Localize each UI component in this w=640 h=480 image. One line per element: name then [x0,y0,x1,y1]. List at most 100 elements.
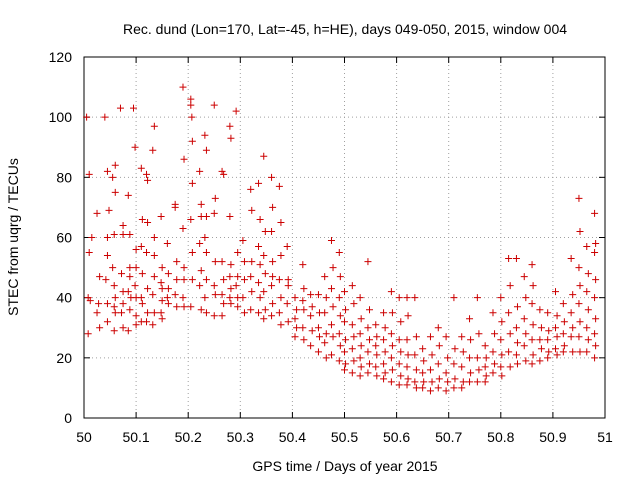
data-point [544,336,552,344]
data-point [269,258,277,266]
data-point [536,336,544,344]
y-tick-label: 80 [56,169,72,185]
data-point [450,360,458,368]
data-point [188,137,196,145]
data-point [173,303,181,311]
x-tick-label: 50 [76,429,92,445]
data-point [512,255,520,263]
data-point [591,330,599,338]
data-point [227,285,235,293]
data-point [576,227,584,235]
data-point [327,237,335,245]
data-point [512,351,520,359]
data-point [435,375,443,383]
data-point [475,366,483,374]
data-point [537,345,545,353]
data-point [275,309,283,317]
data-point [227,300,235,308]
data-point [158,264,166,272]
data-point [475,330,483,338]
data-point [248,206,256,214]
data-point [118,270,126,278]
data-point [210,101,218,109]
data-point [284,282,292,290]
data-point [473,378,481,386]
data-point [103,318,111,326]
data-point [300,336,308,344]
data-point [522,294,530,302]
data-point [491,330,499,338]
data-point [105,206,113,214]
data-point [291,315,299,323]
data-point [218,312,226,320]
data-point [260,288,268,296]
data-point [138,300,146,308]
data-point [111,161,119,169]
data-point [220,300,228,308]
data-point [397,318,405,326]
data-point [149,291,157,299]
data-point [202,276,210,284]
data-point [321,339,329,347]
data-point [163,294,171,302]
data-point [520,273,528,281]
data-point [350,300,358,308]
data-point [277,218,285,226]
data-point [291,294,299,302]
data-point [101,113,109,121]
data-point [299,261,307,269]
data-point [129,104,137,112]
data-point [364,258,372,266]
data-point [308,303,316,311]
data-point [248,288,256,296]
data-point [157,279,165,287]
data-point [537,324,545,332]
data-point [381,324,389,332]
data-point [428,351,436,359]
data-point [197,267,205,275]
data-point [575,333,583,341]
data-point [336,342,344,350]
data-point [187,95,195,103]
data-point [164,270,172,278]
y-tick-label: 20 [56,350,72,366]
data-point [260,315,268,323]
chart-title: Rec. dund (Lon=170, Lat=-45, h=HE), days… [123,21,567,37]
data-point [403,381,411,389]
x-tick-label: 51 [597,429,613,445]
data-point [404,312,412,320]
data-point [158,285,166,293]
data-point [300,285,308,293]
data-point [299,324,307,332]
data-point [395,360,403,368]
data-point [110,282,118,290]
data-point [260,252,268,260]
data-point [335,330,343,338]
data-point [218,291,226,299]
x-tick-label: 50.5 [331,429,358,445]
data-point [552,288,560,296]
data-point [247,273,255,281]
data-point [356,354,364,362]
data-point [137,243,145,251]
data-point [150,252,158,260]
data-point [380,309,388,317]
data-point [307,342,315,350]
data-point [261,227,269,235]
data-point [482,354,490,362]
data-point [592,276,600,284]
data-point [118,309,126,317]
data-point [111,309,119,317]
data-point [226,294,234,302]
data-point [329,303,337,311]
data-point [211,258,219,266]
data-point [180,155,188,163]
data-point [426,387,434,395]
x-axis-label: GPS time / Days of year 2015 [252,458,437,474]
data-point [403,336,411,344]
data-point [404,351,412,359]
data-point [196,240,204,248]
data-point [434,360,442,368]
data-point [411,378,419,386]
data-point [111,188,119,196]
